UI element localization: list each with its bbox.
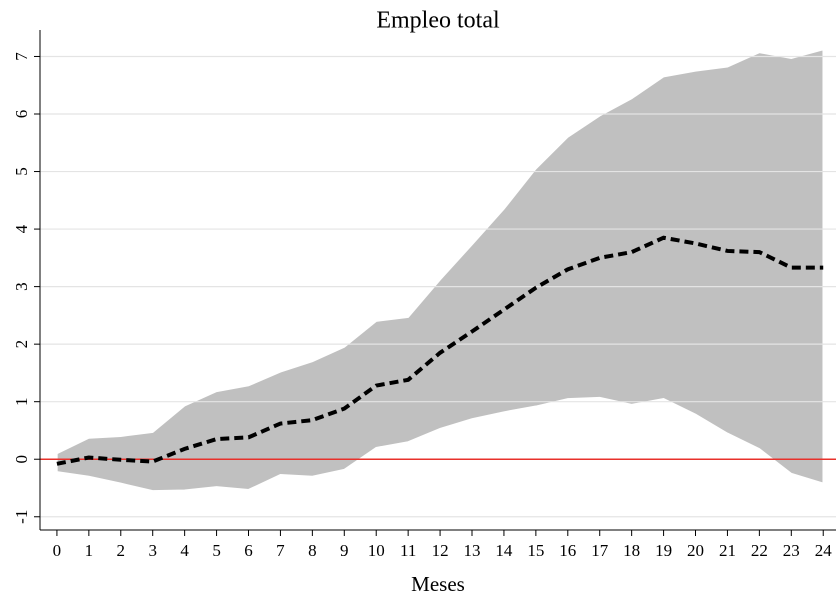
x-axis-title: Meses [411,572,465,596]
x-tick-label: 21 [719,541,736,560]
x-tick-label: 7 [276,541,285,560]
x-tick-label: 9 [340,541,349,560]
x-tick-label: 3 [148,541,157,560]
x-tick-label: 20 [687,541,704,560]
x-tick-label: 0 [53,541,62,560]
x-tick-label: 15 [527,541,544,560]
y-tick-label: 0 [12,455,31,464]
estimate-line [56,235,824,466]
chart-title: Empleo total [376,8,500,34]
x-tick-label: 4 [180,541,189,560]
x-tick-label: 18 [623,541,640,560]
x-tick-label: 12 [432,541,449,560]
y-tick-label: 5 [12,167,31,176]
x-tick-label: 22 [751,541,768,560]
x-tick-label: 16 [559,541,576,560]
y-tick-label: 1 [12,397,31,406]
y-tick-label: 7 [12,52,31,61]
y-tick-label: 6 [12,110,31,119]
y-tick-label: 3 [12,282,31,291]
x-tick-label: 8 [308,541,317,560]
x-tick-label: 14 [495,541,513,560]
x-tick-label: 2 [117,541,126,560]
x-tick-label: 24 [815,541,833,560]
x-tick-label: 6 [244,541,253,560]
x-tick-label: 17 [591,541,609,560]
x-tick-label: 13 [464,541,481,560]
y-tick-label: 4 [12,224,31,233]
x-tick-label: 19 [655,541,672,560]
y-tick-label: -1 [12,510,31,524]
x-tick-label: 10 [368,541,385,560]
x-tick-label: 5 [212,541,221,560]
x-tick-label: 23 [783,541,800,560]
y-tick-label: 2 [12,340,31,349]
confidence-band [56,48,824,492]
x-tick-label: 1 [85,541,94,560]
x-tick-label: 11 [400,541,416,560]
